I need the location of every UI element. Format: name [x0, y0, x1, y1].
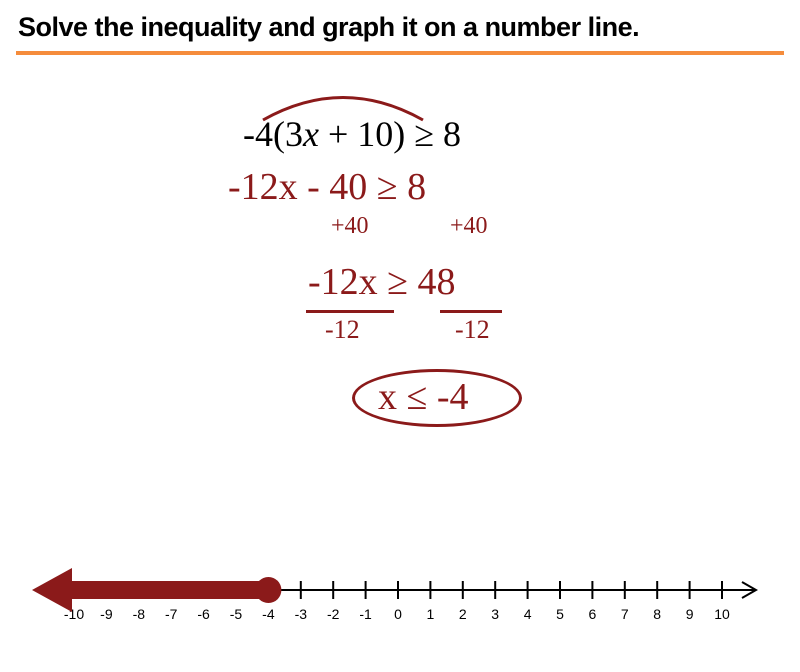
svg-text:-7: -7 — [165, 606, 178, 622]
step-simplified: -12x ≥ 48 — [308, 260, 456, 304]
step-add40-left: +40 — [331, 213, 369, 240]
svg-text:-2: -2 — [327, 606, 340, 622]
original-equation: -4(3x + 10) ≥ 8 — [243, 113, 461, 155]
svg-text:2: 2 — [459, 606, 467, 622]
fraction-line-left — [306, 310, 394, 313]
page-title: Solve the inequality and graph it on a n… — [0, 0, 800, 51]
svg-text:-9: -9 — [100, 606, 113, 622]
step-add40-right: +40 — [450, 213, 488, 240]
answer-circle — [352, 369, 522, 427]
svg-text:5: 5 — [556, 606, 564, 622]
fraction-line-right — [440, 310, 502, 313]
step-div12-left: -12 — [325, 315, 360, 345]
eq-tail: + 10) ≥ 8 — [319, 114, 461, 154]
work-area: -4(3x + 10) ≥ 8 -12x - 40 ≥ 8 +40 +40 -1… — [0, 55, 800, 535]
eq-var: x — [303, 114, 319, 154]
svg-text:10: 10 — [714, 606, 730, 622]
number-line: -10-9-8-7-6-5-4-3-2-1012345678910 — [0, 542, 800, 672]
step-div12-right: -12 — [455, 315, 490, 345]
step-distributed: -12x - 40 ≥ 8 — [228, 165, 426, 209]
svg-text:-3: -3 — [295, 606, 308, 622]
svg-text:-4: -4 — [262, 606, 275, 622]
svg-text:-8: -8 — [133, 606, 146, 622]
svg-text:1: 1 — [427, 606, 435, 622]
svg-text:-5: -5 — [230, 606, 243, 622]
svg-text:8: 8 — [653, 606, 661, 622]
svg-text:0: 0 — [394, 606, 402, 622]
eq-lead: -4(3 — [243, 114, 303, 154]
svg-text:6: 6 — [589, 606, 597, 622]
svg-text:4: 4 — [524, 606, 532, 622]
svg-text:-1: -1 — [359, 606, 372, 622]
svg-text:7: 7 — [621, 606, 629, 622]
svg-text:9: 9 — [686, 606, 694, 622]
svg-text:-6: -6 — [197, 606, 210, 622]
svg-text:3: 3 — [491, 606, 499, 622]
